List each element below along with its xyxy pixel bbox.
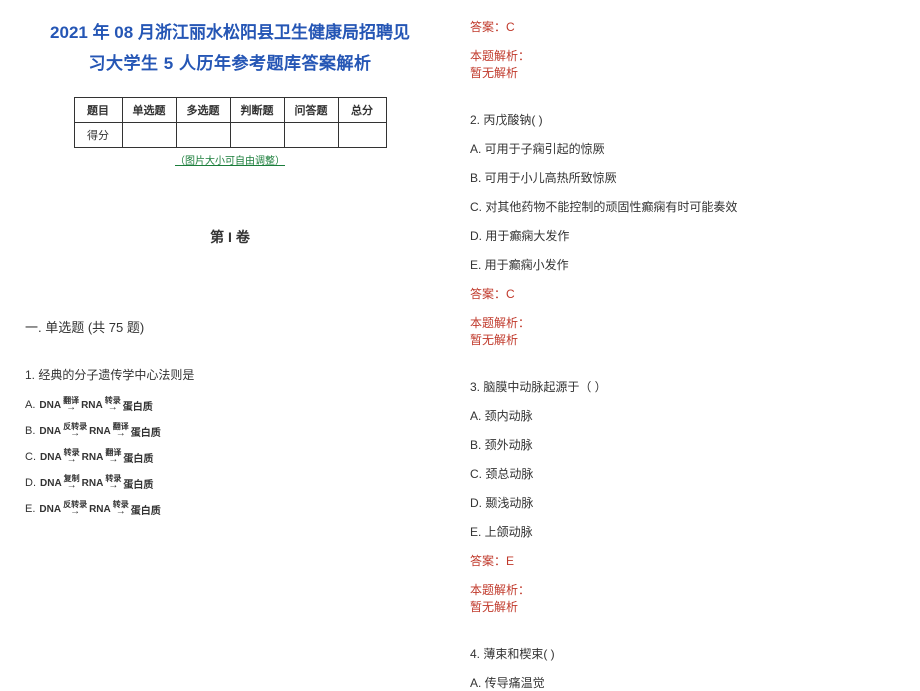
term-rna: RNA — [89, 504, 111, 515]
q4-option-a: A. 传导痛温觉 — [470, 674, 895, 691]
q1-optD-label: D. — [25, 477, 36, 489]
td-judge — [230, 123, 284, 148]
term-protein: 蛋白质 — [131, 502, 161, 517]
q2-option-e: E. 用于癫痫小发作 — [470, 256, 895, 273]
td-multi — [176, 123, 230, 148]
q2-expl-body: 暂无解析 — [470, 331, 895, 348]
q3-answer: 答案：E — [470, 552, 895, 569]
q1-option-d: D. DNA 复制 → RNA 转录 → 蛋白质 — [25, 475, 435, 491]
q3-option-e: E. 上颌动脉 — [470, 523, 895, 540]
q4-stem: 4. 薄束和楔束( ) — [470, 645, 895, 662]
arrow-replicate-icon: 复制 → — [64, 475, 80, 491]
q2-expl-label: 本题解析： — [470, 314, 895, 331]
table-note-text: （图片大小可自由调整） — [175, 156, 285, 167]
q1-optB-label: B. — [25, 425, 35, 437]
th-qa: 问答题 — [284, 98, 338, 123]
q1-optC-formula: DNA 转录 → RNA 翻译 → 蛋白质 — [40, 449, 153, 465]
term-dna: DNA — [39, 426, 61, 437]
term-dna: DNA — [40, 478, 62, 489]
q2-answer: 答案：C — [470, 285, 895, 302]
arrow-translate-icon: 翻译 → — [105, 449, 121, 465]
q2-option-d: D. 用于癫痫大发作 — [470, 227, 895, 244]
td-single — [122, 123, 176, 148]
right-column: 答案：C 本题解析： 暂无解析 2. 丙戊酸钠( ) A. 可用于子痫引起的惊厥… — [460, 0, 920, 651]
term-protein: 蛋白质 — [123, 398, 153, 413]
score-table: 题目 单选题 多选题 判断题 问答题 总分 得分 — [74, 97, 387, 148]
q1-optC-label: C. — [25, 451, 36, 463]
term-rna: RNA — [89, 426, 111, 437]
term-rna: RNA — [82, 478, 104, 489]
q1-stem: 1. 经典的分子遗传学中心法则是 — [25, 366, 435, 383]
table-note: （图片大小可自由调整） — [25, 152, 435, 167]
term-rna: RNA — [82, 452, 104, 463]
term-dna: DNA — [40, 452, 62, 463]
td-total — [338, 123, 386, 148]
td-qa — [284, 123, 338, 148]
term-rna: RNA — [81, 400, 103, 411]
title-line-1: 2021 年 08 月浙江丽水松阳县卫生健康局招聘见 — [25, 18, 435, 49]
q3-expl-label: 本题解析： — [470, 581, 895, 598]
q1-option-e: E. DNA 反转录 → RNA 转录 → 蛋白质 — [25, 501, 435, 517]
th-judge: 判断题 — [230, 98, 284, 123]
q3-stem: 3. 脑膜中动脉起源于（ ） — [470, 378, 895, 395]
arrow-transcribe-icon: 转录 → — [105, 475, 121, 491]
q1-option-b: B. DNA 反转录 → RNA 翻译 → 蛋白质 — [25, 423, 435, 439]
q1-answer: 答案：C — [470, 18, 895, 35]
term-protein: 蛋白质 — [123, 476, 153, 491]
q1-expl-body: 暂无解析 — [470, 64, 895, 81]
arrow-transcribe-icon: 转录 → — [105, 397, 121, 413]
table-score-row: 得分 — [74, 123, 386, 148]
section-title: 一. 单选题 (共 75 题) — [25, 317, 435, 336]
q2-option-b: B. 可用于小儿高热所致惊厥 — [470, 169, 895, 186]
arrow-revtranscribe-icon: 反转录 → — [63, 423, 87, 439]
arrow-transcribe-icon: 转录 → — [113, 501, 129, 517]
arrow-translate-icon: 翻译 → — [113, 423, 129, 439]
td-score-label: 得分 — [74, 123, 122, 148]
q2-option-c: C. 对其他药物不能控制的顽固性癫痫有时可能奏效 — [470, 198, 895, 215]
q2-option-a: A. 可用于子痫引起的惊厥 — [470, 140, 895, 157]
arrow-revtranscribe-icon: 反转录 → — [63, 501, 87, 517]
document-title: 2021 年 08 月浙江丽水松阳县卫生健康局招聘见 习大学生 5 人历年参考题… — [25, 18, 435, 79]
arrow-transcribe-icon: 转录 → — [64, 449, 80, 465]
q1-optA-formula: DNA 翻译 → RNA 转录 → 蛋白质 — [39, 397, 152, 413]
title-line-2: 习大学生 5 人历年参考题库答案解析 — [25, 49, 435, 80]
q1-option-c: C. DNA 转录 → RNA 翻译 → 蛋白质 — [25, 449, 435, 465]
term-dna: DNA — [39, 400, 61, 411]
document-page: 2021 年 08 月浙江丽水松阳县卫生健康局招聘见 习大学生 5 人历年参考题… — [0, 0, 920, 651]
q1-expl-label: 本题解析： — [470, 47, 895, 64]
arrow-translate-icon: 翻译 → — [63, 397, 79, 413]
q1-optE-formula: DNA 反转录 → RNA 转录 → 蛋白质 — [39, 501, 160, 517]
q3-option-b: B. 颈外动脉 — [470, 436, 895, 453]
q2-stem: 2. 丙戊酸钠( ) — [470, 111, 895, 128]
table-header-row: 题目 单选题 多选题 判断题 问答题 总分 — [74, 98, 386, 123]
q3-option-c: C. 颈总动脉 — [470, 465, 895, 482]
q1-optE-label: E. — [25, 503, 35, 515]
q3-expl-body: 暂无解析 — [470, 598, 895, 615]
left-column: 2021 年 08 月浙江丽水松阳县卫生健康局招聘见 习大学生 5 人历年参考题… — [0, 0, 460, 651]
th-total: 总分 — [338, 98, 386, 123]
volume-title: 第 I 卷 — [25, 227, 435, 247]
q1-option-a: A. DNA 翻译 → RNA 转录 → 蛋白质 — [25, 397, 435, 413]
term-protein: 蛋白质 — [123, 450, 153, 465]
q3-option-a: A. 颈内动脉 — [470, 407, 895, 424]
q1-optA-label: A. — [25, 399, 35, 411]
term-protein: 蛋白质 — [131, 424, 161, 439]
q1-optB-formula: DNA 反转录 → RNA 翻译 → 蛋白质 — [39, 423, 160, 439]
term-dna: DNA — [39, 504, 61, 515]
q1-optD-formula: DNA 复制 → RNA 转录 → 蛋白质 — [40, 475, 153, 491]
th-multi: 多选题 — [176, 98, 230, 123]
th-single: 单选题 — [122, 98, 176, 123]
q3-option-d: D. 颞浅动脉 — [470, 494, 895, 511]
th-subject: 题目 — [74, 98, 122, 123]
